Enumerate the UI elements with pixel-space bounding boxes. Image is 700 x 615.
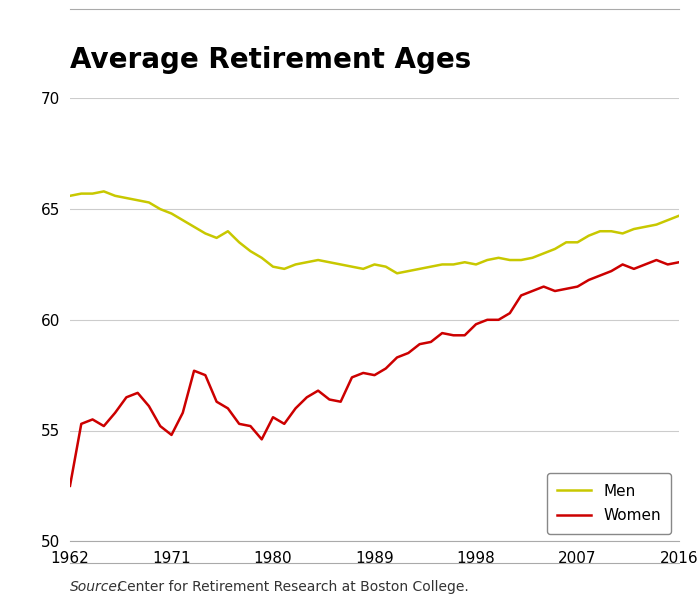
- Men: [675, 212, 683, 220]
- Men: [302, 258, 311, 266]
- Men: [393, 269, 401, 277]
- Men: [99, 188, 108, 195]
- Women: [134, 389, 142, 397]
- Men: [145, 199, 153, 206]
- Men: [224, 228, 232, 235]
- Legend: Men, Women: Men, Women: [547, 473, 671, 534]
- Women: [675, 258, 683, 266]
- Line: Women: Women: [70, 260, 679, 486]
- Text: Average Retirement Ages: Average Retirement Ages: [70, 46, 471, 74]
- Women: [652, 256, 661, 264]
- Women: [178, 409, 187, 416]
- Women: [212, 398, 220, 405]
- Women: [66, 482, 74, 490]
- Text: Source:: Source:: [70, 581, 122, 594]
- Women: [291, 405, 300, 412]
- Line: Men: Men: [70, 191, 679, 273]
- Men: [190, 223, 198, 231]
- Men: [630, 225, 638, 232]
- Women: [664, 261, 672, 268]
- Men: [66, 192, 74, 199]
- Men: [664, 216, 672, 224]
- Text: Center for Retirement Research at Boston College.: Center for Retirement Research at Boston…: [113, 581, 469, 594]
- Women: [607, 268, 615, 275]
